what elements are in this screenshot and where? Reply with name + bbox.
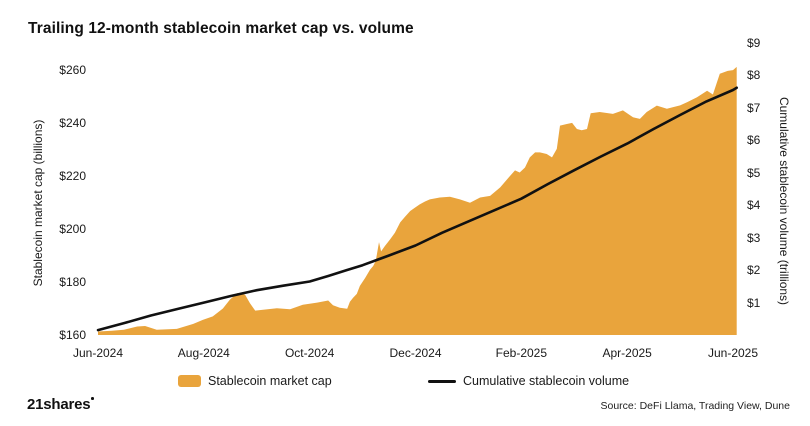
trademark-dot-icon [91,397,94,400]
source-attribution: Source: DeFi Llama, Trading View, Dune [600,400,791,412]
volume-line-swatch-icon [428,379,456,383]
y-axis-right-tick: $1 [747,295,761,310]
x-axis-tick: Jun-2025 [707,346,759,360]
y-axis-left-tick: $240 [59,115,86,130]
market-cap-area-series [98,66,737,336]
legend-item-volume: Cumulative stablecoin volume [428,374,629,388]
legend-label-market-cap: Stablecoin market cap [208,374,332,388]
y-axis-left-tick: $180 [59,274,86,289]
y-axis-right-tick: $7 [747,100,761,115]
y-axis-right-tick: $5 [747,165,761,180]
brand-logo-text: 21shares [27,396,91,413]
market-cap-swatch-icon [178,375,201,387]
chart-title: Trailing 12-month stablecoin market cap … [28,20,414,37]
x-axis-tick: Oct-2024 [284,346,335,360]
x-axis-tick: Dec-2024 [389,346,442,360]
legend-item-market-cap: Stablecoin market cap [178,374,332,388]
y-axis-left-tick: $160 [59,328,86,342]
volume-line-series [96,86,738,332]
y-axis-right-tick: $2 [747,263,761,278]
y-axis-left-title: Stablecoin market cap (billions) [31,119,45,287]
x-axis-tick: Aug-2024 [177,346,230,360]
x-axis-tick: Jun-2024 [72,346,124,360]
y-axis-right-tick: $8 [747,68,761,83]
y-axis-right-title: Cumulative stablecoin volume (trillions) [777,96,791,306]
x-axis-tick: Feb-2025 [495,346,548,360]
x-axis-tick: Apr-2025 [602,346,652,360]
y-axis-right-tick: $3 [747,230,761,245]
y-axis-right-tick: $6 [747,133,761,148]
y-axis-left-tick: $200 [59,221,86,236]
y-axis-left-tick: $220 [59,168,86,183]
y-axis-left-tick: $260 [59,62,86,77]
y-axis-right-tick: $9 [747,36,761,50]
brand-logo: 21shares [27,396,94,413]
legend-label-volume: Cumulative stablecoin volume [463,374,630,388]
y-axis-right-tick: $4 [747,198,761,213]
